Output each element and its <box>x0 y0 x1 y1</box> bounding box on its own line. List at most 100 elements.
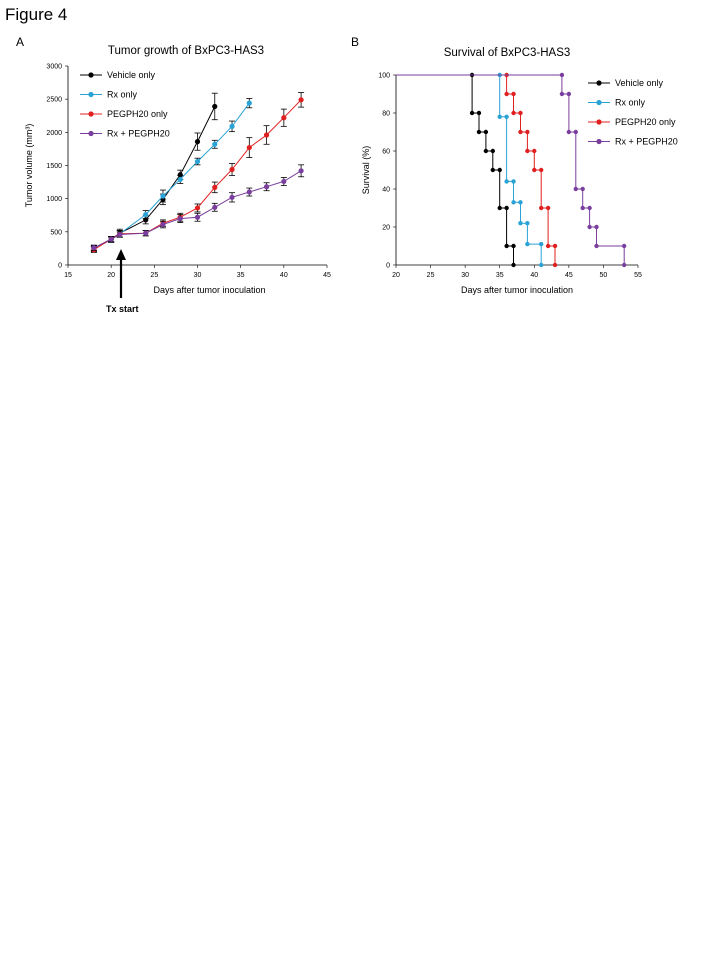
chart-b-series-rx-pegph20-point <box>621 243 627 249</box>
chart-a-series-pegph20-only-point <box>194 205 201 211</box>
chart-b-series-rx-only-point <box>525 241 530 247</box>
chart-b-series-vehicle-only-point <box>511 262 516 268</box>
chart-b-series-rx-only-line <box>396 74 542 265</box>
chart-a-series-pegph20-only-point <box>298 97 304 103</box>
chart-a-series-rx-pegph20-point <box>91 245 97 251</box>
chart-b-series-rx-pegph20-legend-marker <box>596 138 602 145</box>
chart-a-series-rx-pegph20-point <box>212 204 218 210</box>
chart-b-series-rx-pegph20-point <box>594 243 599 249</box>
tx-start-annotation: Tx start <box>106 249 139 314</box>
chart-b-series-vehicle-only-point <box>476 129 482 135</box>
chart-b-series-vehicle-only-legend-marker <box>596 80 602 86</box>
tx-start-arrow-head <box>116 249 126 260</box>
chart-b-x-tick-label: 45 <box>565 272 573 279</box>
chart-a-series-pegph20-only-line <box>93 99 302 251</box>
chart-b-y-tick-label: 20 <box>382 225 390 232</box>
figure-title: Figure 4 <box>5 5 67 24</box>
chart-b-series-vehicle-only-line <box>396 74 514 265</box>
chart-b-series-pegph20-only-point <box>532 167 537 173</box>
chart-a-series-rx-only-legend-label: Rx only <box>107 90 138 100</box>
chart-a-series-rx-only-point <box>229 123 235 129</box>
chart-b-series-rx-only-point <box>497 114 502 120</box>
chart-b-x-tick-label: 25 <box>427 272 435 279</box>
panel-label-a: A <box>16 35 24 49</box>
chart-a-series-vehicle-only-point <box>194 139 201 145</box>
chart-a-series-rx-only-point <box>212 141 218 147</box>
chart-a-x-tick-label: 25 <box>150 272 158 279</box>
chart-b-series-vehicle-only-point <box>469 110 475 116</box>
chart-b-series-vehicle-only-point <box>511 243 516 249</box>
chart-b-series-rx-only-point <box>504 114 509 120</box>
chart-a-series-pegph20-only-point <box>246 144 252 151</box>
chart-a-y-tick-label: 1500 <box>46 163 62 170</box>
chart-b-series-rx-only-point <box>511 200 516 205</box>
chart-b-y-tick-label: 80 <box>382 111 390 118</box>
tx-start-label: Tx start <box>106 304 139 314</box>
chart-a-series-rx-pegph20-legend-label: Rx + PEGPH20 <box>107 129 170 139</box>
chart-b-series-rx-pegph20-point <box>573 129 578 135</box>
chart-b-series-pegph20-only-point <box>525 129 530 135</box>
chart-b-y-axis-label: Survival (%) <box>361 146 371 195</box>
panel-label-b: B <box>351 35 359 49</box>
chart-a-title: Tumor growth of BxPC3-HAS3 <box>108 45 264 57</box>
chart-b-series-pegph20-only-point <box>518 129 523 135</box>
chart-a-y-tick-label: 2000 <box>46 130 62 137</box>
chart-a-series-vehicle-only-legend-label: Vehicle only <box>107 70 156 80</box>
chart-a-y-tick-label: 1000 <box>46 196 62 203</box>
chart-b-series-vehicle-only-point <box>483 148 489 154</box>
chart-a-x-tick-label: 15 <box>64 272 72 279</box>
chart-a-y-tick-label: 2500 <box>46 97 62 104</box>
chart-b-series-vehicle-only-point <box>504 205 509 211</box>
chart-a-series-rx-only-point <box>246 100 252 106</box>
chart-a-series-rx-only-point <box>194 158 201 165</box>
chart-a-series-rx-only-point <box>177 176 183 183</box>
chart-a-series-rx-only-legend-marker <box>88 91 94 98</box>
chart-b-series-vehicle-only-point <box>504 243 509 249</box>
chart-b-series-rx-pegph20-line <box>396 74 625 265</box>
chart-a-series-rx-pegph20-point <box>117 231 123 238</box>
chart-a-x-tick-label: 40 <box>280 272 288 279</box>
chart-a-series-rx-pegph20-point <box>160 221 166 228</box>
chart-a-y-tick-label: 0 <box>58 263 62 270</box>
chart-b-series-pegph20-only-legend-marker <box>596 119 602 125</box>
chart-a-series-rx-pegph20-point <box>298 168 304 174</box>
chart-b-title: Survival of BxPC3-HAS3 <box>444 47 571 59</box>
chart-b-x-axis-label: Days after tumor inoculation <box>461 285 573 295</box>
chart-a-series-rx-pegph20-point <box>143 230 149 236</box>
chart-b-series-rx-only-point <box>504 179 509 184</box>
chart-b-series-pegph20-only-point <box>545 243 551 249</box>
chart-b-x-tick-label: 50 <box>600 272 608 279</box>
chart-a-series-vehicle-only-point <box>212 103 218 110</box>
chart-b-series-rx-pegph20-point <box>566 91 572 97</box>
chart-b-y-tick-label: 40 <box>382 187 390 194</box>
chart-a-series-rx-pegph20-point <box>281 178 287 185</box>
chart-b-series-pegph20-only-point <box>539 167 544 173</box>
chart-b-series-rx-only-point <box>511 179 516 184</box>
chart-b-series-rx-pegph20-point <box>621 262 627 268</box>
chart-a-series-rx-pegph20-point <box>177 215 183 222</box>
chart-b-series-pegph20-only-point <box>525 148 530 154</box>
chart-a-series-rx-pegph20-point <box>229 194 235 200</box>
chart-b-series-vehicle-only-point <box>490 167 495 173</box>
chart-b-series-rx-only-point <box>525 221 530 226</box>
chart-a-series-pegph20-only-point <box>281 115 287 121</box>
chart-b-x-tick-label: 35 <box>496 272 504 279</box>
chart-a-y-tick-label: 3000 <box>46 64 62 71</box>
chart-a-x-tick-label: 20 <box>107 272 115 279</box>
chart-a-series-rx-pegph20-point <box>263 184 270 190</box>
chart-b-series-pegph20-only-point <box>504 91 509 97</box>
chart-a-series-vehicle-only-point <box>177 172 183 178</box>
chart-b-series-rx-pegph20-point <box>566 129 572 135</box>
chart-b-series-rx-only-point <box>518 221 523 226</box>
chart-a-series-rx-pegph20-point <box>246 189 252 195</box>
chart-b-y-tick-label: 60 <box>382 149 390 156</box>
chart-a-y-tick-label: 500 <box>50 229 62 236</box>
chart-b-series-vehicle-only-point <box>476 110 482 116</box>
chart-b-series-pegph20-only-point <box>532 148 537 154</box>
chart-b-series-vehicle-only-point <box>497 167 502 173</box>
chart-a-x-tick-label: 35 <box>237 272 245 279</box>
chart-b-series-pegph20-only-point <box>552 243 558 249</box>
chart-a-series-rx-pegph20-point <box>108 236 114 242</box>
chart-b-x-tick-label: 20 <box>392 272 400 279</box>
chart-a-plot: 15 20 25 30 35 40 45 0 500 1000 1500 2000 2500 3000 Da… <box>24 64 331 296</box>
